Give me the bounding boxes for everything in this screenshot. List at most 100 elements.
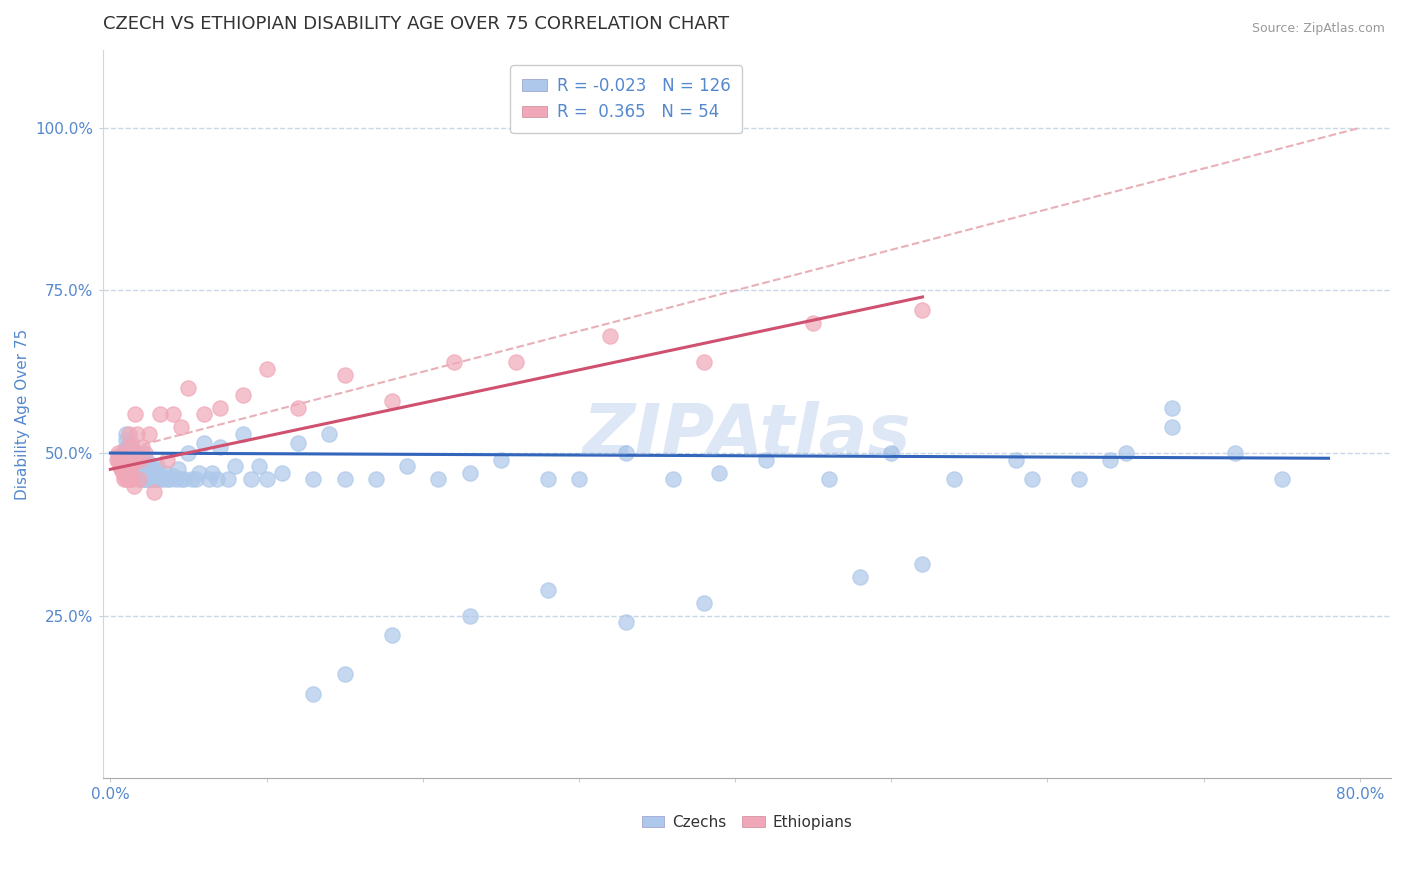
Point <box>134 466 156 480</box>
Point <box>131 472 153 486</box>
Point <box>121 452 143 467</box>
Point <box>186 472 208 486</box>
Point <box>134 472 156 486</box>
Point <box>333 667 356 681</box>
Point <box>114 442 136 457</box>
Point <box>188 466 211 480</box>
Point <box>1161 420 1184 434</box>
Point <box>122 458 145 473</box>
Point <box>169 472 191 486</box>
Point <box>111 458 134 473</box>
Y-axis label: Disability Age Over 75: Disability Age Over 75 <box>15 328 30 500</box>
Point <box>849 569 872 583</box>
Point <box>247 458 270 473</box>
Point <box>1005 452 1028 467</box>
Point <box>1067 472 1090 486</box>
Point <box>125 426 148 441</box>
Point <box>111 446 134 460</box>
Point <box>128 462 150 476</box>
Point <box>120 442 142 457</box>
Point <box>124 446 146 460</box>
Point <box>135 462 157 476</box>
Point <box>302 472 325 486</box>
Point <box>105 452 128 467</box>
Point <box>193 436 215 450</box>
Point <box>115 472 138 486</box>
Point <box>115 452 138 467</box>
Point <box>120 458 142 473</box>
Point <box>287 401 309 415</box>
Point <box>1098 452 1121 467</box>
Point <box>135 472 157 486</box>
Point <box>302 687 325 701</box>
Point <box>232 426 254 441</box>
Point <box>162 407 184 421</box>
Point <box>148 468 170 483</box>
Point <box>942 472 965 486</box>
Point <box>121 458 143 473</box>
Point <box>709 466 731 480</box>
Point <box>125 462 148 476</box>
Point <box>427 472 450 486</box>
Point <box>128 456 150 470</box>
Point <box>107 452 129 467</box>
Point <box>120 450 142 464</box>
Point <box>149 407 172 421</box>
Point <box>169 420 191 434</box>
Point <box>149 472 172 486</box>
Point <box>156 472 179 486</box>
Point <box>143 472 166 486</box>
Point <box>1161 401 1184 415</box>
Point <box>256 472 278 486</box>
Point <box>152 472 174 486</box>
Point <box>197 472 219 486</box>
Point <box>142 472 165 486</box>
Point <box>110 456 132 470</box>
Text: ZIPAtlas: ZIPAtlas <box>582 401 911 470</box>
Point <box>208 440 231 454</box>
Point <box>138 456 160 470</box>
Point <box>271 466 294 480</box>
Point <box>177 381 200 395</box>
Point <box>136 458 159 473</box>
Point <box>128 468 150 483</box>
Point <box>131 440 153 454</box>
Point <box>150 468 173 483</box>
Point <box>817 472 839 486</box>
Point <box>115 458 138 473</box>
Point <box>205 472 228 486</box>
Point <box>132 458 155 473</box>
Point <box>118 456 141 470</box>
Text: Source: ZipAtlas.com: Source: ZipAtlas.com <box>1251 22 1385 36</box>
Point <box>117 472 139 486</box>
Point <box>693 596 716 610</box>
Point <box>208 401 231 415</box>
Point <box>1223 446 1246 460</box>
Point <box>239 472 262 486</box>
Point <box>173 472 195 486</box>
Point <box>146 472 169 486</box>
Point <box>128 472 150 486</box>
Point <box>318 426 340 441</box>
Point <box>122 478 145 492</box>
Point <box>115 466 138 480</box>
Point <box>537 582 560 597</box>
Point <box>145 472 167 486</box>
Point <box>911 303 934 318</box>
Point <box>1115 446 1137 460</box>
Point <box>505 355 527 369</box>
Point <box>156 452 179 467</box>
Point <box>117 440 139 454</box>
Point <box>396 458 419 473</box>
Point <box>134 446 156 460</box>
Point <box>129 458 152 473</box>
Point <box>614 615 637 629</box>
Point <box>458 608 481 623</box>
Point <box>121 466 143 480</box>
Point <box>125 456 148 470</box>
Point <box>131 452 153 467</box>
Point <box>911 557 934 571</box>
Point <box>122 452 145 467</box>
Point <box>129 472 152 486</box>
Point <box>124 452 146 467</box>
